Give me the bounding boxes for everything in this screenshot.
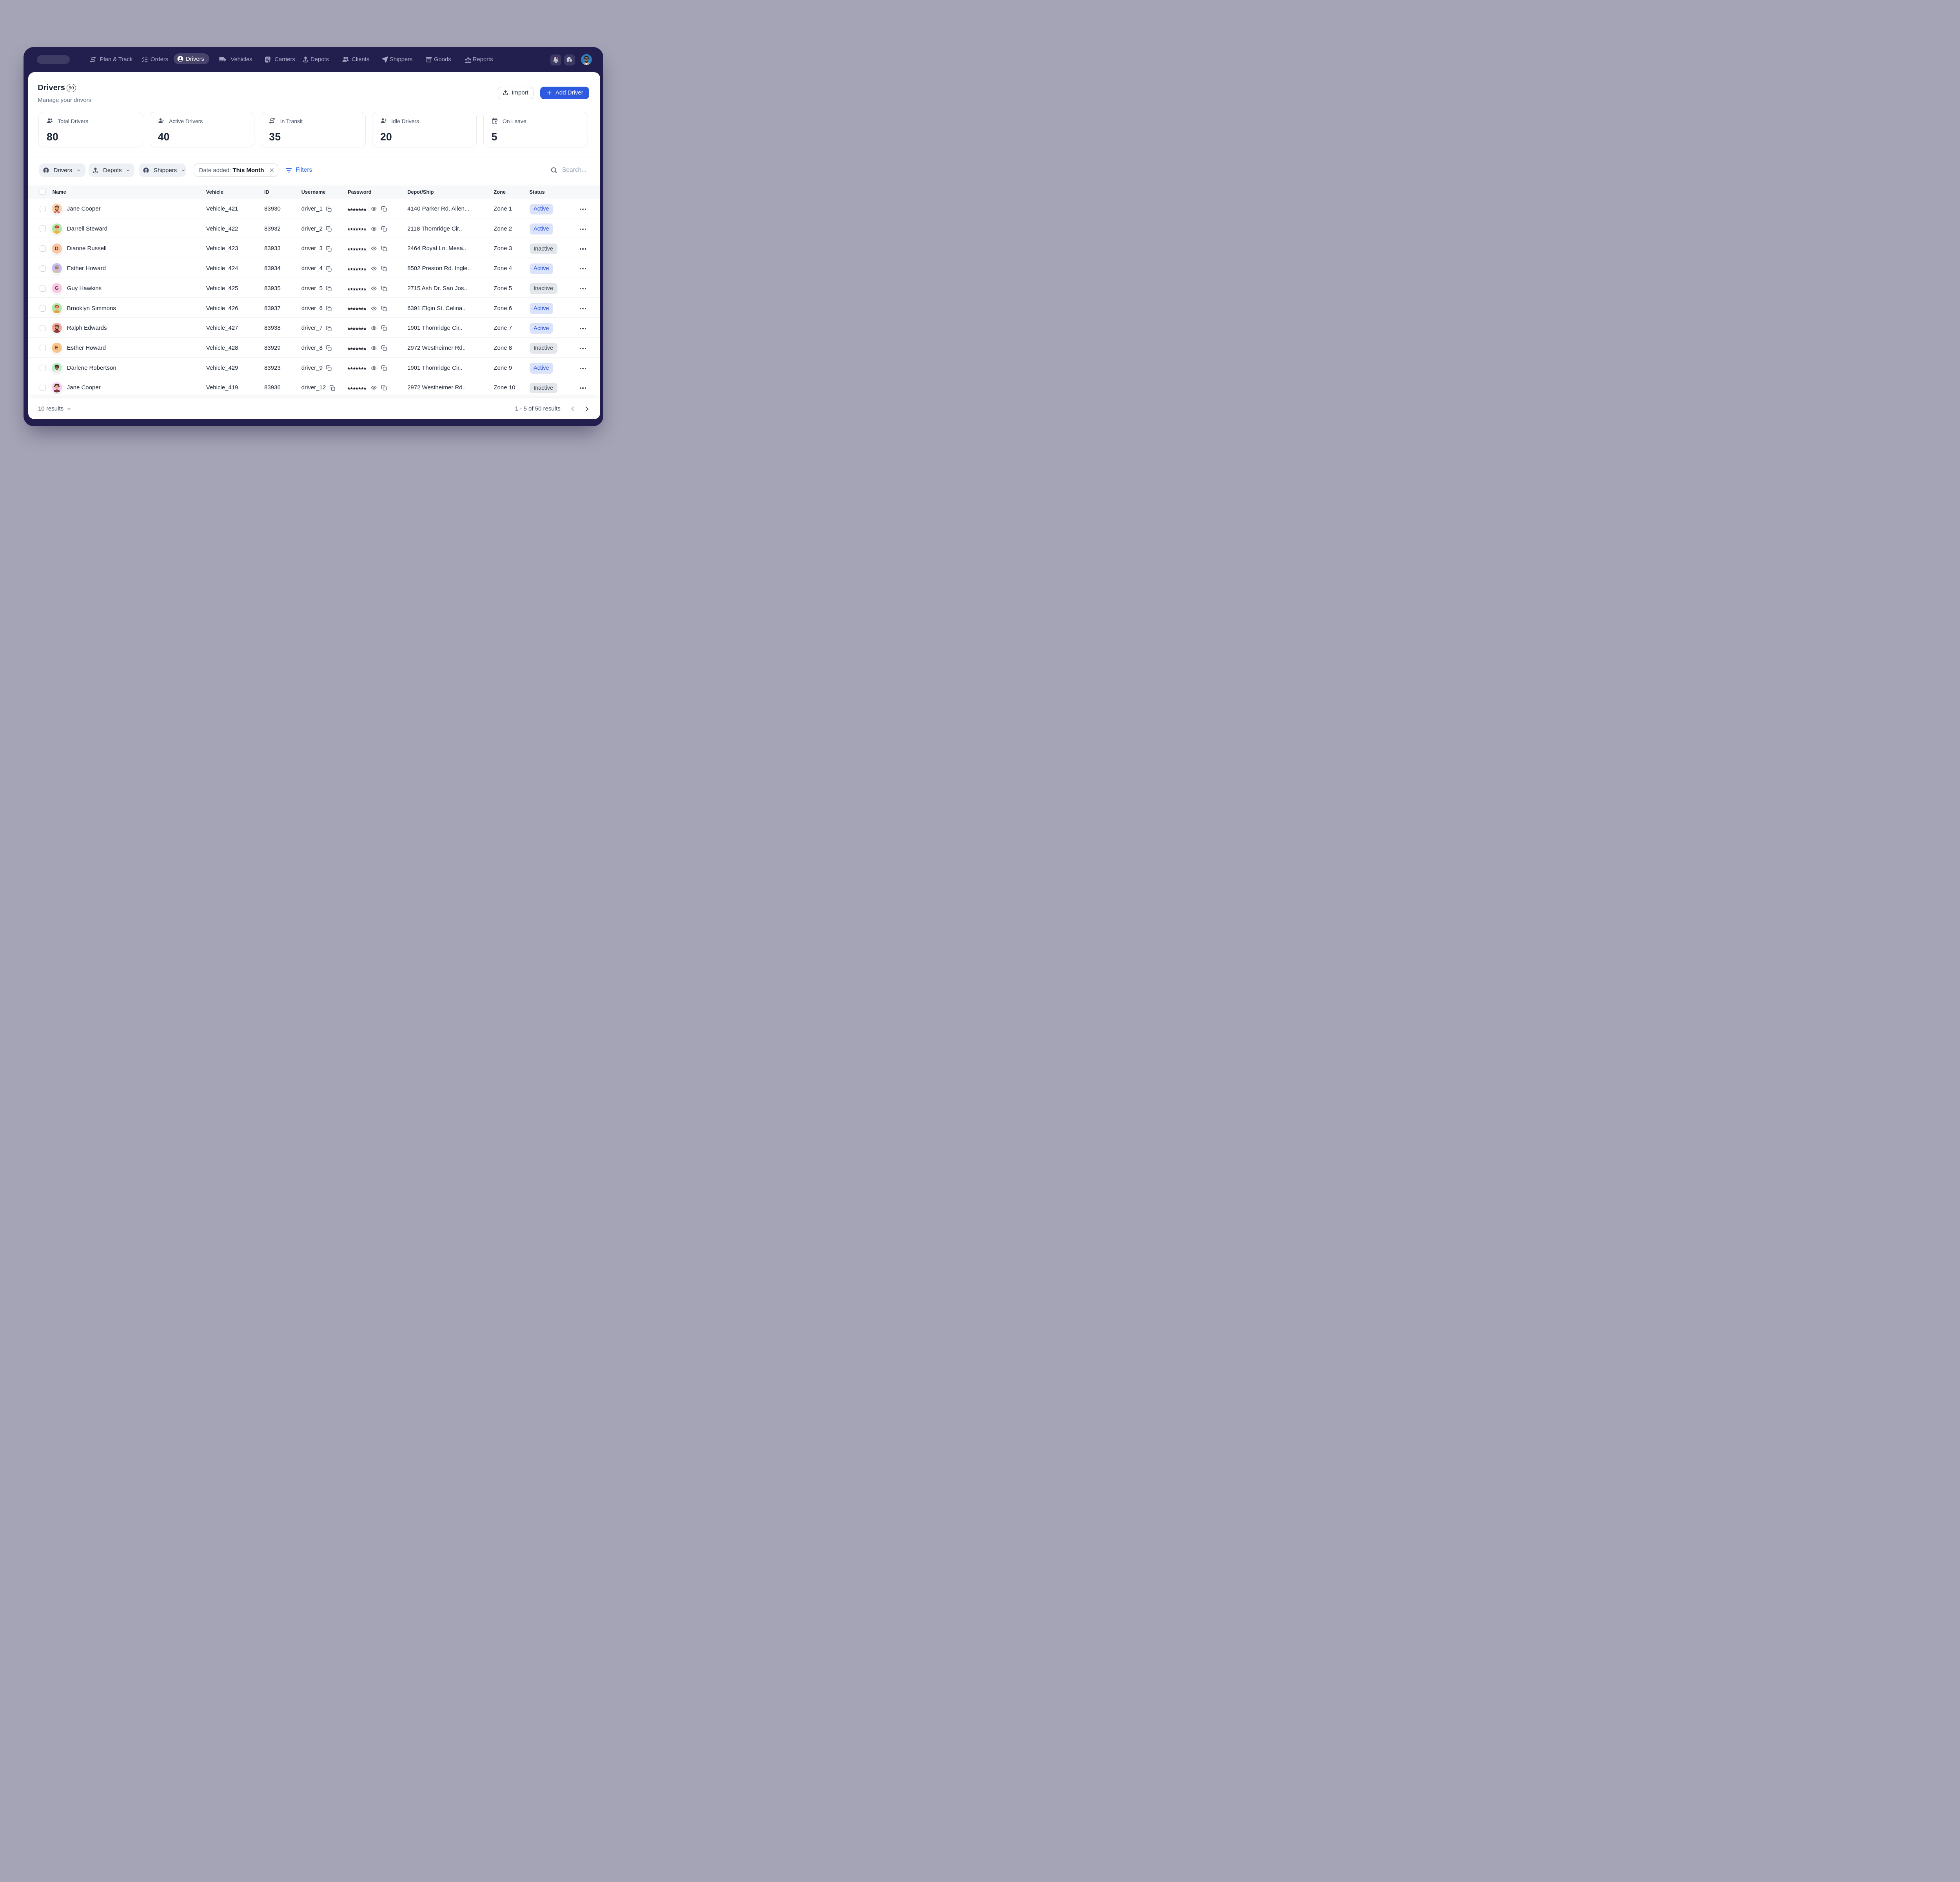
svg-text:$: $ bbox=[269, 60, 270, 63]
